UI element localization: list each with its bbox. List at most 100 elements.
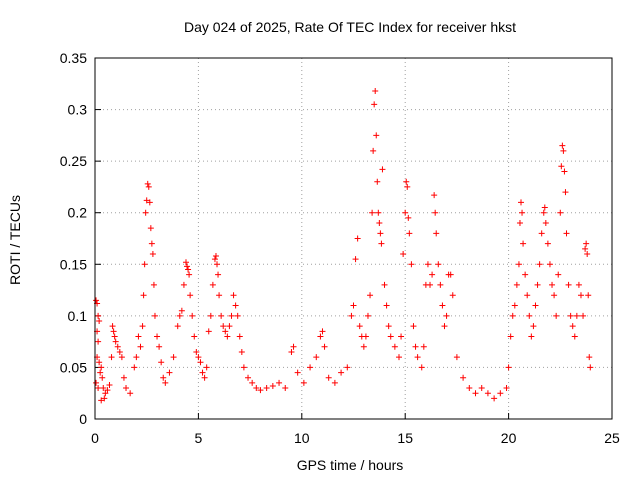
data-point	[406, 230, 413, 237]
data-point	[145, 183, 152, 190]
data-point	[189, 312, 196, 319]
data-point	[404, 183, 411, 190]
data-point	[560, 147, 567, 154]
data-point	[563, 230, 570, 237]
data-point	[538, 230, 545, 237]
data-point	[583, 240, 590, 247]
data-point	[98, 397, 105, 404]
data-point	[439, 302, 446, 309]
data-point	[374, 178, 381, 185]
data-point	[497, 390, 504, 397]
data-point	[95, 385, 102, 392]
data-point	[205, 328, 212, 335]
data-point	[437, 281, 444, 288]
data-point	[549, 281, 556, 288]
data-point	[184, 263, 191, 270]
data-point	[209, 281, 216, 288]
data-point	[432, 209, 439, 216]
grid-lines	[94, 57, 613, 420]
data-point	[218, 312, 225, 319]
data-point	[536, 261, 543, 268]
data-point	[176, 312, 183, 319]
data-point	[215, 271, 222, 278]
data-point	[540, 209, 547, 216]
data-point	[453, 354, 460, 361]
data-point	[449, 292, 456, 299]
data-point	[381, 281, 388, 288]
data-point	[435, 261, 442, 268]
data-point	[503, 385, 510, 392]
data-point	[96, 318, 103, 325]
data-point	[522, 271, 529, 278]
data-point	[372, 88, 379, 95]
data-point	[313, 354, 320, 361]
data-point	[519, 209, 526, 216]
data-point	[193, 348, 200, 355]
data-point	[245, 374, 252, 381]
data-point	[373, 132, 380, 139]
data-point	[420, 343, 427, 350]
data-point	[253, 385, 260, 392]
data-point	[150, 281, 157, 288]
data-point	[544, 240, 551, 247]
data-point	[383, 302, 390, 309]
data-point	[222, 328, 229, 335]
data-point	[400, 250, 407, 257]
data-point	[378, 240, 385, 247]
data-point	[93, 379, 100, 386]
data-point	[112, 338, 119, 345]
data-point	[160, 374, 167, 381]
y-tick-label: 0.3	[68, 102, 88, 118]
data-point	[319, 328, 326, 335]
data-point	[505, 364, 512, 371]
y-tick-label: 0.05	[60, 359, 87, 375]
data-point	[101, 395, 108, 402]
data-point	[565, 281, 572, 288]
data-point	[282, 385, 289, 392]
x-tick-label: 15	[397, 430, 413, 446]
data-point	[238, 348, 245, 355]
data-point	[178, 307, 185, 314]
data-point	[106, 381, 113, 388]
data-point	[144, 180, 151, 187]
data-point	[214, 261, 221, 268]
data-point	[226, 323, 233, 330]
data-point	[546, 261, 553, 268]
data-point	[395, 354, 402, 361]
data-point	[104, 387, 111, 394]
data-point	[431, 192, 438, 199]
data-point	[379, 166, 386, 173]
data-point	[466, 385, 473, 392]
data-point	[511, 302, 518, 309]
data-point	[156, 343, 163, 350]
data-point	[414, 354, 421, 361]
data-point	[555, 271, 562, 278]
data-point	[98, 364, 105, 371]
data-point	[249, 379, 256, 386]
data-point	[294, 369, 301, 376]
data-point	[356, 323, 363, 330]
data-point	[427, 281, 434, 288]
data-point	[532, 302, 539, 309]
data-point	[584, 250, 591, 257]
data-point	[559, 142, 566, 149]
data-point	[110, 328, 117, 335]
data-point	[102, 390, 109, 397]
data-point	[230, 292, 237, 299]
data-point	[166, 369, 173, 376]
data-point	[290, 343, 297, 350]
data-point	[111, 333, 118, 340]
y-tick-label: 0	[79, 411, 87, 427]
data-point	[557, 209, 564, 216]
y-tick-label: 0.15	[60, 256, 87, 272]
data-point	[186, 271, 193, 278]
data-point	[123, 385, 130, 392]
y-tick-label: 0.1	[68, 308, 88, 324]
data-point	[224, 333, 231, 340]
data-point	[429, 271, 436, 278]
y-tick-label: 0.2	[68, 205, 88, 221]
data-point	[484, 390, 491, 397]
data-point	[441, 323, 448, 330]
data-point	[571, 333, 578, 340]
